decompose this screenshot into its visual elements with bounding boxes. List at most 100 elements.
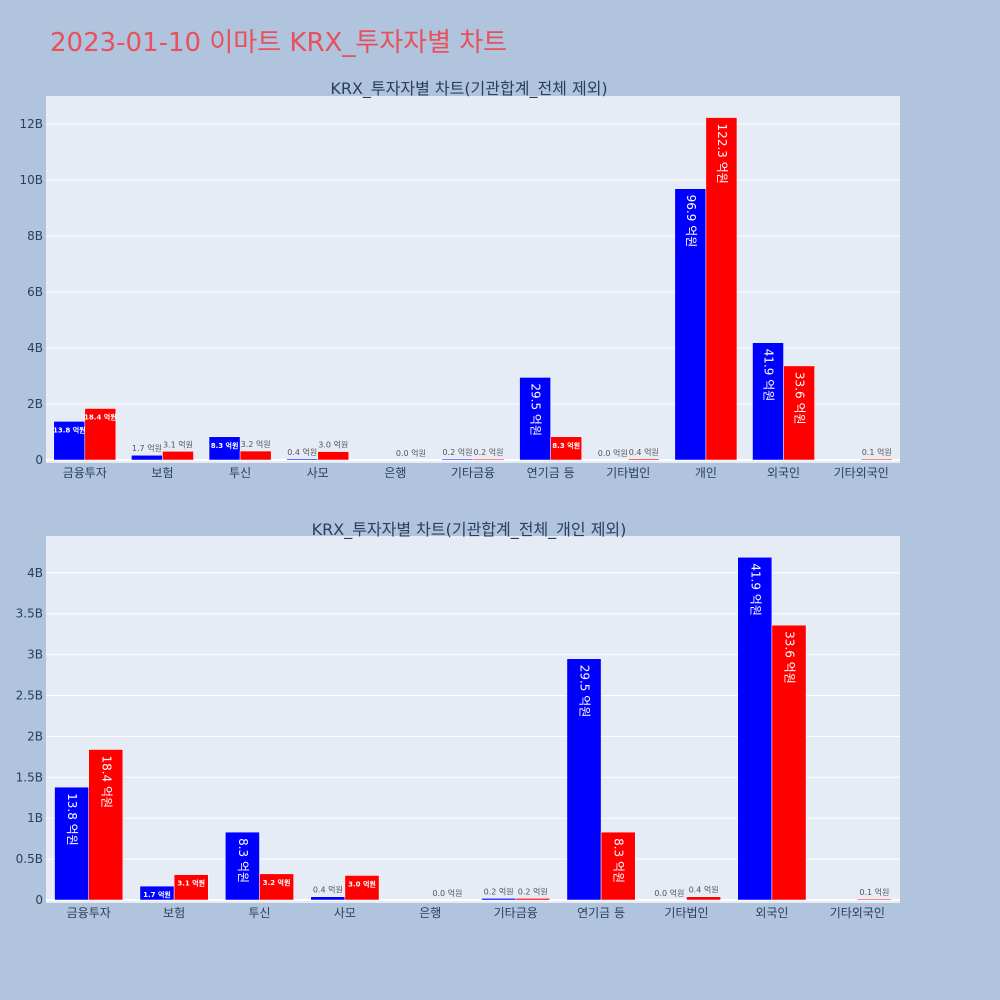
- bar: [239, 450, 272, 461]
- x-tick-label: 금융투자: [67, 906, 111, 920]
- data-label: 3.2 억원: [263, 878, 291, 887]
- x-tick-label: 외국인: [767, 466, 800, 480]
- data-label: 33.6 억원: [782, 631, 796, 684]
- bar: [519, 377, 551, 461]
- bar: [674, 188, 707, 461]
- bar: [259, 873, 294, 901]
- data-label: 0.0 억원: [432, 888, 462, 898]
- data-label: 0.2 억원: [442, 447, 472, 457]
- bar: [225, 831, 260, 901]
- data-label: 8.3 억원: [552, 441, 580, 450]
- chart-title: KRX_투자자별 차트(기관합계_전체 제외): [330, 79, 607, 99]
- data-label: 0.4 억원: [313, 885, 343, 895]
- data-label: 41.9 억원: [762, 349, 776, 402]
- y-tick-label: 2.5B: [16, 689, 43, 703]
- data-label: 29.5 억원: [578, 665, 592, 718]
- data-label: 1.7 억원: [132, 443, 162, 453]
- data-label: 8.3 억원: [612, 838, 626, 883]
- data-label: 41.9 억원: [748, 563, 762, 616]
- data-label: 8.3 억원: [236, 838, 250, 883]
- bar: [857, 898, 892, 901]
- x-tick-label: 투신: [248, 906, 270, 920]
- y-tick-label: 3B: [27, 648, 43, 662]
- data-label: 122.3 억원: [715, 124, 729, 184]
- data-label: 0.1 억원: [862, 447, 892, 457]
- bar: [88, 749, 124, 901]
- data-label: 0.4 억원: [629, 447, 659, 457]
- bar: [752, 342, 784, 461]
- data-label: 0.0 억원: [654, 888, 684, 898]
- bar: [472, 458, 505, 461]
- data-label: 0.4 억원: [689, 885, 719, 895]
- data-label: 0.0 억원: [396, 448, 426, 458]
- x-tick-label: 보험: [163, 906, 185, 920]
- bar: [162, 451, 194, 461]
- x-tick-label: 금융투자: [63, 466, 107, 480]
- y-tick-label: 0.5B: [16, 852, 43, 866]
- bar: [515, 898, 551, 901]
- y-tick-label: 1.5B: [16, 770, 43, 784]
- x-tick-label: 기타금융: [494, 906, 538, 920]
- data-label: 0.1 억원: [859, 887, 889, 897]
- y-tick-label: 2B: [27, 729, 43, 743]
- y-tick-label: 6B: [27, 285, 43, 299]
- data-label: 3.2 억원: [241, 439, 271, 449]
- bar: [566, 658, 602, 901]
- y-tick-label: 0: [35, 893, 43, 907]
- bar: [783, 365, 815, 461]
- x-tick-label: 기타법인: [606, 466, 650, 480]
- data-label: 0.2 억원: [518, 886, 548, 896]
- x-tick-label: 기타외국인: [830, 906, 885, 920]
- x-tick-label: 은행: [384, 465, 406, 480]
- data-label: 18.4 억원: [99, 755, 113, 808]
- data-label: 3.1 억원: [163, 439, 193, 449]
- y-tick-label: 12B: [19, 117, 43, 131]
- y-tick-label: 4B: [27, 341, 43, 355]
- bar: [628, 458, 660, 461]
- x-tick-label: 기타금융: [451, 466, 495, 480]
- x-tick-label: 외국인: [755, 906, 788, 920]
- bar: [481, 898, 516, 901]
- data-label: 0.2 억원: [484, 886, 514, 896]
- y-tick-label: 10B: [19, 173, 43, 187]
- x-tick-label: 은행: [419, 905, 441, 920]
- y-tick-label: 2B: [27, 397, 43, 411]
- y-tick-label: 3.5B: [16, 607, 43, 621]
- data-label: 13.8 억원: [65, 793, 79, 846]
- bar: [344, 875, 380, 901]
- data-label: 3.0 억원: [318, 440, 348, 450]
- x-tick-label: 보험: [151, 466, 173, 480]
- data-label: 96.9 억원: [684, 195, 698, 248]
- x-tick-label: 기타외국인: [834, 466, 889, 480]
- data-label: 0.0 억원: [598, 448, 628, 458]
- data-label: 0.4 억원: [287, 447, 317, 457]
- data-label: 33.6 억원: [793, 372, 807, 425]
- bar: [317, 451, 350, 461]
- x-tick-label: 사모: [334, 906, 356, 920]
- data-label: 3.0 억원: [348, 879, 376, 888]
- bar: [860, 458, 893, 461]
- bar: [84, 408, 117, 461]
- x-tick-label: 투신: [229, 466, 251, 480]
- bar: [208, 436, 241, 461]
- bar: [173, 874, 209, 901]
- y-tick-label: 8B: [27, 229, 43, 243]
- bar: [705, 117, 738, 461]
- bar: [550, 436, 582, 461]
- data-label: 0.2 억원: [474, 447, 504, 457]
- data-label: 29.5 억원: [529, 383, 543, 436]
- chart-title: KRX_투자자별 차트(기관합계_전체_개인 제외): [312, 520, 627, 540]
- y-tick-label: 0: [35, 453, 43, 467]
- x-tick-label: 연기금 등: [577, 906, 625, 920]
- bar: [53, 421, 86, 461]
- y-tick-label: 4B: [27, 566, 43, 580]
- x-tick-label: 연기금 등: [527, 466, 575, 480]
- data-label: 13.8 억원: [53, 425, 86, 434]
- x-tick-label: 사모: [307, 466, 329, 480]
- x-tick-label: 개인: [695, 466, 717, 480]
- data-label: 1.7 억원: [143, 890, 171, 899]
- bar: [686, 896, 721, 901]
